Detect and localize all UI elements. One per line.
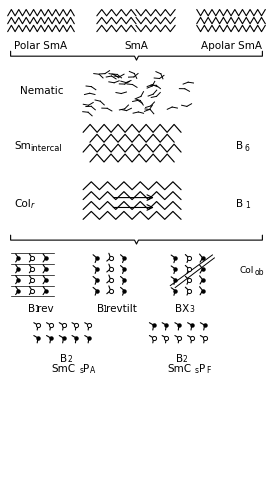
Text: Polar SmA: Polar SmA — [14, 42, 67, 51]
Text: SmC: SmC — [51, 364, 76, 374]
Text: B: B — [97, 304, 104, 314]
Text: P: P — [198, 364, 205, 374]
Text: B: B — [60, 354, 67, 364]
Text: A: A — [90, 366, 96, 374]
Text: 6: 6 — [245, 144, 250, 152]
Text: 1: 1 — [245, 201, 250, 210]
Text: s: s — [195, 366, 199, 374]
Text: Apolar SmA: Apolar SmA — [201, 42, 262, 51]
Text: 2: 2 — [67, 355, 72, 364]
Text: Nematic: Nematic — [20, 86, 64, 96]
Text: 1: 1 — [103, 306, 108, 314]
Text: rev: rev — [37, 304, 54, 314]
Text: revtilt: revtilt — [106, 304, 136, 314]
Text: Col: Col — [14, 198, 31, 208]
Text: SmC: SmC — [167, 364, 191, 374]
Text: 3: 3 — [189, 306, 194, 314]
Text: B: B — [28, 304, 35, 314]
Text: 1: 1 — [34, 306, 39, 314]
Text: Sm: Sm — [14, 141, 31, 151]
Text: BX: BX — [175, 304, 189, 314]
Text: r: r — [31, 201, 34, 210]
Text: intercal: intercal — [30, 144, 62, 152]
Text: s: s — [79, 366, 83, 374]
Text: B: B — [176, 354, 183, 364]
Text: F: F — [206, 366, 211, 374]
Text: 2: 2 — [183, 355, 187, 364]
Text: B: B — [236, 198, 243, 208]
Text: ob: ob — [254, 268, 264, 277]
Text: SmA: SmA — [124, 42, 148, 51]
Text: P: P — [83, 364, 89, 374]
Text: B: B — [236, 141, 243, 151]
Text: Col: Col — [240, 266, 254, 276]
